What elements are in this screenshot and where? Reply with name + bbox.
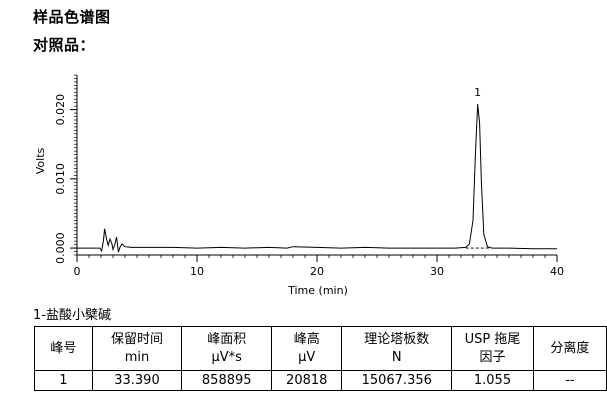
header-line: 因子 [479, 349, 506, 365]
header-line: 理论塔板数 [364, 331, 430, 347]
header-line: min [124, 349, 150, 365]
x-tick-label: 40 [550, 265, 564, 278]
table-header-cell: 分离度 [532, 326, 607, 371]
table-cell: 1.055 [451, 370, 534, 391]
y-axis-label: Volts [34, 147, 47, 174]
plot-area: 1 [77, 86, 557, 253]
y-tick-label: 0.010 [54, 163, 67, 195]
y-tick-label: 0.000 [54, 232, 67, 263]
page-subtitle: 对照品： [33, 36, 96, 54]
table-cell: 1 [34, 370, 93, 391]
compound-label: 1-盐酸小檗碱 [33, 308, 111, 323]
table-cell: 858895 [181, 370, 273, 391]
table-header-cell: 峰号 [34, 326, 93, 371]
table-header-cell: 理论塔板数 N [341, 326, 453, 371]
x-tick-label: 30 [430, 265, 444, 278]
table-row: 1 33.390 858895 20818 15067.356 1.055 -- [34, 370, 607, 391]
table-cell: -- [532, 370, 607, 391]
page-title: 样品色谱图 [33, 8, 111, 26]
x-tick-label: 0 [74, 265, 81, 278]
table-body: 1 33.390 858895 20818 15067.356 1.055 -- [34, 370, 607, 391]
header-line: 峰号 [50, 340, 77, 356]
peak-label: 1 [474, 86, 481, 99]
table-cell: 33.390 [91, 370, 183, 391]
header-line: USP 拖尾 [464, 331, 521, 347]
table-cell: 15067.356 [341, 370, 453, 391]
header-line: 峰面积 [207, 331, 247, 347]
chromatogram-trace [77, 104, 557, 253]
chart-axes: 0 10 20 30 40 0.000 0.010 0.020 [54, 74, 564, 278]
x-tick-label: 20 [310, 265, 324, 278]
table-cell: 20818 [271, 370, 343, 391]
header-line: 保留时间 [110, 331, 163, 347]
header-line: μV*s [211, 349, 242, 365]
table-header-cell: 峰面积 μV*s [181, 326, 273, 371]
x-axis-label: Time (min) [287, 284, 348, 297]
header-line: 峰高 [293, 331, 320, 347]
header-line: μV [298, 349, 316, 365]
table-header-cell: 保留时间 min [91, 326, 183, 371]
table-header-cell: 峰高 μV [271, 326, 343, 371]
y-tick-label: 0.020 [54, 94, 67, 126]
x-tick-label: 10 [190, 265, 204, 278]
table-header-cell: USP 拖尾 因子 [451, 326, 534, 371]
chromatogram-chart: 0 10 20 30 40 0.000 0.010 0.020 1 Time (min) Vo… [34, 74, 564, 297]
table-header-row: 峰号 保留时间 min 峰面积 μV*s 峰高 μV 理论塔板数 N USP 拖尾 因子 分离度 [34, 326, 607, 371]
header-line: 分离度 [550, 340, 590, 356]
header-line: N [391, 349, 402, 365]
